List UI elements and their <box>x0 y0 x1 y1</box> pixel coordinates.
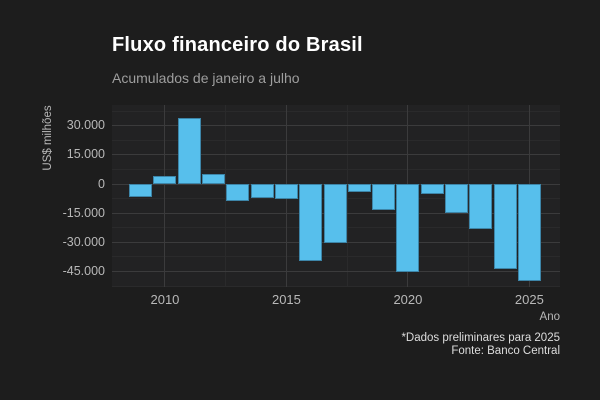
x-grid-major <box>164 105 166 287</box>
x-tick-label: 2015 <box>271 292 301 307</box>
plot-area <box>112 105 560 287</box>
bar-2011 <box>177 118 201 185</box>
bar-2020 <box>396 184 420 273</box>
footnote: *Dados preliminares para 2025 <box>401 332 560 344</box>
y-tick-label: -15.000 <box>62 205 105 220</box>
bar-2025 <box>517 184 541 282</box>
chart-subtitle: Acumulados de janeiro a julho <box>112 70 300 86</box>
x-grid-minor <box>225 105 227 287</box>
bar-2009 <box>129 184 153 197</box>
y-grid-minor <box>112 285 560 287</box>
y-grid-minor <box>112 256 560 258</box>
x-tick-label: 2025 <box>514 292 544 307</box>
y-tick-label: -30.000 <box>62 234 105 249</box>
y-tick-label: 30.000 <box>66 118 105 133</box>
bar-2013 <box>226 184 250 201</box>
x-tick-label: 2020 <box>393 292 423 307</box>
bar-2016 <box>299 184 323 261</box>
bar-2014 <box>250 184 274 198</box>
bar-2010 <box>153 176 177 185</box>
x-grid-minor <box>346 105 348 287</box>
bar-2015 <box>274 184 298 199</box>
y-grid-minor <box>112 139 560 141</box>
bar-2022 <box>445 184 468 214</box>
y-grid-major <box>112 154 560 156</box>
bar-2017 <box>323 184 347 244</box>
y-grid-minor <box>112 168 560 170</box>
y-grid-minor <box>112 110 560 112</box>
bar-2012 <box>202 174 226 185</box>
y-tick-label: 15.000 <box>66 147 105 162</box>
bar-2024 <box>493 184 517 269</box>
bar-2023 <box>469 184 493 229</box>
bar-2018 <box>347 184 371 192</box>
x-axis-title: Ano <box>539 311 560 323</box>
source-note: Fonte: Banco Central <box>451 345 560 357</box>
y-tick-label: -45.000 <box>62 263 105 278</box>
y-grid-major <box>112 270 560 272</box>
y-tick-label: 0 <box>98 176 105 191</box>
caption: *Dados preliminares para 2025 Fonte: Ban… <box>401 332 560 358</box>
y-grid-major <box>112 125 560 127</box>
bar-2021 <box>420 184 444 194</box>
chart-title: Fluxo financeiro do Brasil <box>112 34 363 56</box>
x-grid-minor <box>468 105 470 287</box>
bar-2019 <box>372 184 396 211</box>
x-tick-label: 2010 <box>150 292 180 307</box>
